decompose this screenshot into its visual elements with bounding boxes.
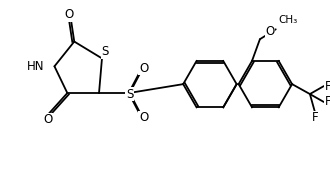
Text: O: O: [43, 113, 52, 126]
Text: O: O: [139, 111, 148, 124]
Text: HN: HN: [27, 60, 45, 73]
Text: S: S: [126, 88, 133, 101]
Text: CH₃: CH₃: [279, 15, 298, 25]
Text: O: O: [139, 62, 148, 75]
Text: F: F: [324, 80, 330, 93]
Text: F: F: [312, 111, 318, 124]
Text: S: S: [101, 45, 109, 58]
Text: F: F: [324, 95, 330, 108]
Text: O: O: [65, 8, 74, 21]
Text: O: O: [265, 25, 275, 38]
